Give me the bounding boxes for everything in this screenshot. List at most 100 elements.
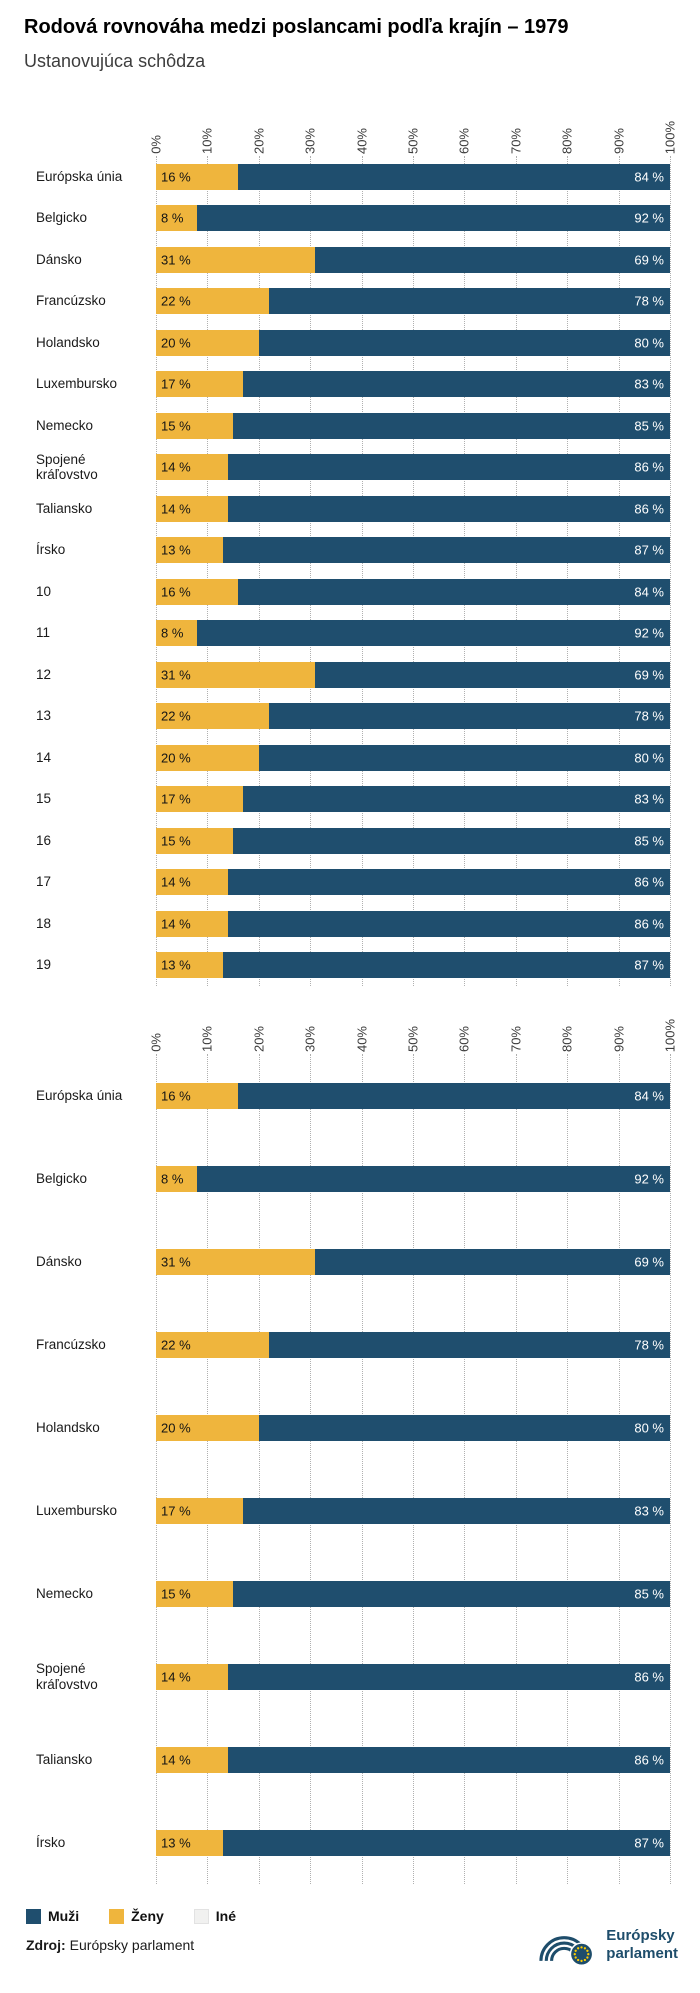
bar-value-women: 15 % [161,1586,191,1601]
gridline [258,1054,260,1884]
chart-row: Belgicko 8 % 92 % [24,198,670,240]
stacked-bar: 16 % 84 % [156,1082,670,1109]
chart-row: Dánsko 31 % 69 % [24,239,670,281]
gridline [567,156,569,986]
row-label: 15 [36,791,52,807]
row-plot: 22 % 78 % [156,703,670,730]
bar-segment-women: 22 % [156,288,270,315]
chart-row: 19 13 % 87 % [24,945,670,987]
axis-tick: 70% [508,1025,524,1052]
bar-value-women: 16 % [161,584,191,600]
row-label: Belgicko [36,1170,88,1186]
row-plot: 17 % 83 % [156,786,670,813]
gridline [361,1054,363,1884]
chart-row: Európska únia 16 % 84 % [24,156,670,198]
bar-segment-women: 13 % [156,952,223,979]
bar-value-men: 78 % [634,708,664,724]
row-label: 11 [36,625,51,641]
row-label: Dánsko [36,1253,82,1269]
row-plot: 17 % 83 % [156,371,670,398]
stacked-bar: 22 % 78 % [156,703,670,730]
x-axis: 0% 10% 20% 30% 40% 50% 60% 70% 80% 90% 100% [149,998,678,1054]
row-label: 12 [36,666,52,682]
gridline [515,156,517,986]
row-label: Európska únia [36,168,123,184]
bar-segment-men: 78 % [269,703,670,730]
bar-value-women: 31 % [161,252,191,268]
bar-segment-men: 69 % [315,246,670,273]
bar-segment-men: 86 % [227,454,670,481]
bar-segment-men: 87 % [222,1829,670,1856]
bar-segment-men: 86 % [227,910,670,937]
axis-tick: 90% [611,1025,627,1052]
x-axis: 0% 10% 20% 30% 40% 50% 60% 70% 80% 90% 100% [149,100,678,156]
bar-segment-women: 8 % [156,205,198,232]
bar-segment-men: 83 % [243,371,670,398]
bar-segment-men: 86 % [227,1663,670,1690]
bar-segment-men: 80 % [258,744,670,771]
chart-row: 18 14 % 86 % [24,903,670,945]
bar-value-women: 14 % [161,916,191,932]
gridline [258,156,260,986]
gridline [207,1054,209,1884]
chart-row: 11 8 % 92 % [24,613,670,655]
bar-segment-women: 16 % [156,163,239,190]
bar-value-women: 20 % [161,1420,191,1435]
row-plot: 14 % 86 % [156,495,670,522]
row-plot: 14 % 86 % [156,1746,670,1773]
row-label: 18 [36,915,52,931]
stacked-bar: 14 % 86 % [156,869,670,896]
bar-segment-women: 22 % [156,703,270,730]
chart-top: 0% 10% 20% 30% 40% 50% 60% 70% 80% 90% 100% Európsk… [24,100,678,987]
bar-segment-women: 17 % [156,371,244,398]
bar-segment-women: 14 % [156,495,228,522]
axis-tick: 40% [354,1025,370,1052]
bar-segment-women: 13 % [156,537,223,564]
chart-row: Luxembursko 17 % 83 % [24,1469,670,1552]
bar-value-women: 13 % [161,542,191,558]
chart-row: 14 20 % 80 % [24,737,670,779]
row-plot: 31 % 69 % [156,246,670,273]
axis-tick: 40% [354,127,370,154]
stacked-bar: 17 % 83 % [156,786,670,813]
bar-value-men: 83 % [634,1503,664,1518]
axis-tick: 70% [508,127,524,154]
bar-segment-men: 87 % [222,537,670,564]
chart-row: Luxembursko 17 % 83 % [24,364,670,406]
row-plot: 22 % 78 % [156,1331,670,1358]
ep-logo-text: Európsky parlament [606,1927,678,1962]
bar-value-women: 16 % [161,1088,191,1103]
chart-row: Holandsko 20 % 80 % [24,322,670,364]
gridline [156,156,157,986]
row-label: Nemecko [36,417,94,433]
bar-segment-women: 14 % [156,910,228,937]
bar-segment-men: 78 % [269,288,670,315]
bar-segment-men: 87 % [222,952,670,979]
stacked-bar: 13 % 87 % [156,537,670,564]
legend-swatch [109,1908,125,1924]
plot-area: Európska únia 16 % 84 % Belgicko 8 % 92 % Dáns… [24,1054,671,1884]
bar-value-men: 80 % [634,750,664,766]
chart-row: Nemecko 15 % 85 % [24,1552,670,1635]
bar-value-men: 84 % [634,1088,664,1103]
stacked-bar: 17 % 83 % [156,371,670,398]
bar-value-men: 86 % [634,1752,664,1767]
gridlines [156,156,671,986]
eu-stars-icon [573,1946,590,1963]
legend-swatch [193,1908,209,1924]
chart-row: Belgicko 8 % 92 % [24,1137,670,1220]
bar-value-men: 85 % [634,418,664,434]
row-label: Holandsko [36,334,100,350]
bar-value-men: 78 % [634,293,664,309]
axis-tick: 90% [611,127,627,154]
stacked-bar: 16 % 84 % [156,163,670,190]
gridlines [156,1054,671,1884]
bar-value-women: 8 % [161,1171,184,1186]
bar-segment-men: 84 % [238,578,670,605]
row-plot: 14 % 86 % [156,910,670,937]
stacked-bar: 17 % 83 % [156,1497,670,1524]
bar-value-women: 15 % [161,418,191,434]
stacked-bar: 13 % 87 % [156,952,670,979]
chart-row: Nemecko 15 % 85 % [24,405,670,447]
